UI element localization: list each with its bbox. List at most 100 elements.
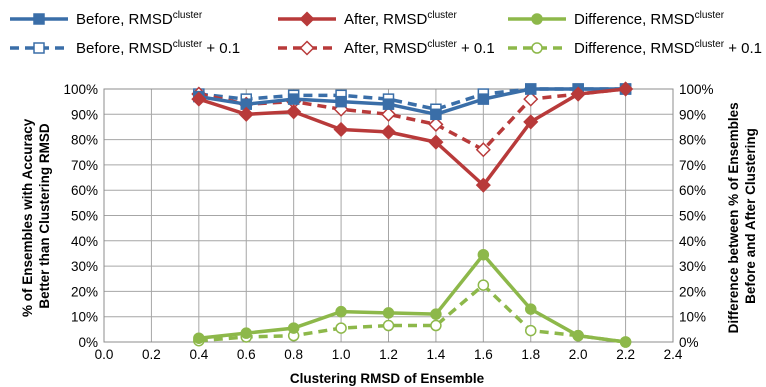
series-point [380, 124, 397, 140]
legend-label-main: Before, RMSD [76, 11, 173, 28]
series-point [382, 98, 395, 110]
series-line [198, 87, 626, 117]
x-tick-label: 1.4 [427, 347, 446, 362]
x-tick-label: 1.2 [379, 347, 398, 362]
series-point [523, 114, 539, 130]
legend-label-superscript: cluster [173, 10, 203, 21]
legend-box [6, 3, 760, 61]
x-axis-title: Clustering RMSD of Ensemble [290, 371, 485, 386]
legend-swatch-marker [299, 40, 315, 56]
series-2 [191, 81, 634, 193]
legend-label: Difference, RMSDcluster + 0.1 [574, 39, 762, 57]
legend-label-suffix: + 0.1 [202, 40, 240, 57]
left-y-tick-label: 30% [71, 259, 98, 274]
series-line [198, 87, 626, 187]
series-point [477, 248, 490, 261]
right-y-tick-label: 40% [679, 234, 706, 249]
series-point [191, 91, 207, 107]
legend-label-suffix: + 0.1 [724, 40, 762, 57]
legend-swatch-marker [531, 13, 543, 25]
right-y-tick-label: 20% [679, 284, 706, 299]
series-line [198, 87, 626, 152]
right-y-tick-label: 30% [679, 259, 706, 274]
right-y-axis-title: Difference between % of Ensembles Before… [726, 99, 758, 334]
chart-series [191, 81, 634, 348]
series-point [428, 116, 444, 132]
series-point [335, 95, 347, 108]
left-y-tick-label: 60% [71, 183, 98, 198]
left-y-tick-label: 0% [78, 335, 98, 350]
series-point [475, 142, 491, 158]
x-tick-label: 1.8 [521, 347, 540, 362]
legend-item: After, RMSDcluster + 0.1 [278, 39, 495, 57]
series-point [335, 305, 347, 318]
left-y-tick-label: 10% [71, 310, 98, 325]
series-point [287, 93, 300, 105]
right-y-tick-label: 50% [679, 209, 706, 224]
legend-item: Before, RMSDcluster + 0.1 [10, 39, 240, 57]
legend-label-main: After, RMSD [344, 11, 428, 28]
series-point [428, 134, 444, 150]
series-point [287, 322, 300, 334]
series-point [193, 332, 205, 344]
legend-label-main: Difference, RMSD [574, 40, 695, 57]
series-point [618, 81, 634, 97]
series-point [525, 324, 537, 337]
legend-label-main: Before, RMSD [76, 40, 173, 57]
x-tick-label: 0.2 [142, 347, 161, 362]
right-y-axis-title-line-1: Difference between % of Ensembles [726, 102, 741, 333]
right-y-tick-label: 70% [679, 158, 706, 173]
series-5 [191, 81, 634, 158]
legend-label-superscript: cluster [427, 39, 457, 50]
legend-label: Before, RMSDcluster + 0.1 [76, 39, 240, 57]
right-y-tick-label: 90% [679, 107, 706, 122]
series-point [430, 108, 442, 121]
right-y-tick-label: 100% [679, 82, 714, 97]
series-point [333, 121, 349, 138]
legend-swatch-marker [531, 42, 543, 54]
left-y-tick-label: 80% [71, 133, 98, 148]
series-point [619, 336, 632, 348]
series-point [380, 106, 397, 122]
left-y-axis-title-line-2: Better than Clustering RMSD [37, 123, 52, 309]
left-y-tick-label: 50% [71, 209, 98, 224]
series-point [572, 329, 584, 342]
chart-ticks: 0.0 0.2 0.4 0.6 0.8 1.0 1.2 1.4 1.6 1.8 2.0 2.2 2.40… [63, 82, 713, 362]
left-y-axis-title-line-1: % of Ensembles with Accuracy [20, 118, 35, 317]
legend-label: After, RMSDcluster [344, 10, 457, 28]
legend-label-main: After, RMSD [344, 40, 428, 57]
legend-item: Before, RMSDcluster [10, 10, 203, 28]
series-point [286, 104, 302, 120]
legend-label: Before, RMSDcluster [76, 10, 203, 28]
legend-label: After, RMSDcluster + 0.1 [344, 39, 495, 57]
x-tick-label: 2.4 [664, 347, 683, 362]
series-point [525, 83, 537, 95]
left-y-tick-label: 90% [71, 107, 98, 122]
series-point [382, 307, 395, 319]
chart-legend: Before, RMSDcluster After, RMSDcluster Dif… [6, 3, 762, 61]
right-y-tick-label: 10% [679, 310, 706, 325]
x-tick-label: 1.0 [332, 347, 351, 362]
series-point [382, 319, 395, 332]
series-3 [193, 248, 632, 348]
x-tick-label: 0.4 [189, 347, 208, 362]
legend-item: Difference, RMSDcluster [508, 10, 725, 28]
x-tick-label: 0.0 [95, 347, 114, 362]
legend-label-superscript: cluster [173, 39, 203, 50]
x-tick-label: 0.6 [237, 347, 256, 362]
legend-item: Difference, RMSDcluster + 0.1 [508, 39, 762, 57]
series-point [525, 303, 537, 315]
legend-label-superscript: cluster [427, 10, 457, 21]
right-y-tick-label: 80% [679, 133, 706, 148]
series-point [240, 327, 252, 339]
right-y-axis-title-line-2: Before and After Clustering [743, 128, 758, 304]
series-point [523, 91, 539, 107]
series-point [335, 322, 347, 334]
x-tick-label: 2.2 [616, 347, 635, 362]
series-point [475, 177, 491, 193]
x-tick-label: 1.6 [474, 347, 493, 362]
legend-label: Difference, RMSDcluster [574, 10, 725, 28]
legend-label-main: Difference, RMSD [574, 11, 695, 28]
left-y-tick-label: 40% [71, 234, 98, 249]
legend-swatch-marker [299, 11, 315, 27]
